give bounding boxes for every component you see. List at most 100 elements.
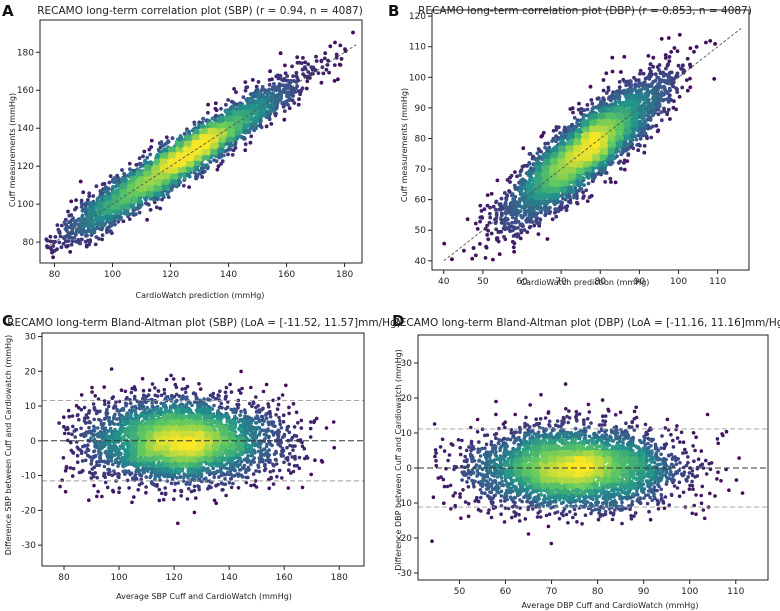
- data-point: [67, 235, 72, 240]
- data-point: [527, 160, 532, 165]
- data-point: [171, 175, 175, 180]
- data-point: [137, 210, 142, 215]
- data-point: [192, 140, 197, 145]
- data-point: [264, 124, 269, 129]
- data-point: [510, 192, 515, 197]
- data-point: [162, 149, 167, 153]
- data-point: [175, 143, 179, 148]
- data-point: [216, 123, 220, 127]
- data-point: [138, 164, 143, 169]
- data-point: [276, 76, 281, 81]
- data-point: [636, 78, 641, 83]
- data-point: [285, 92, 289, 96]
- data-point: [286, 103, 291, 107]
- data-point: [615, 89, 619, 94]
- data-point: [665, 110, 670, 115]
- data-point: [488, 205, 492, 210]
- data-point: [206, 102, 211, 107]
- data-point: [251, 117, 256, 122]
- data-point: [529, 166, 533, 171]
- data-point: [624, 83, 629, 88]
- data-point: [483, 226, 488, 231]
- data-point: [535, 151, 540, 156]
- data-point: [201, 116, 206, 121]
- data-point: [151, 175, 156, 179]
- data-point: [692, 49, 696, 54]
- data-point: [222, 124, 227, 129]
- data-point: [573, 186, 578, 190]
- data-point: [269, 122, 274, 126]
- data-point: [578, 110, 583, 115]
- data-point: [187, 155, 192, 159]
- data-point: [167, 147, 172, 151]
- data-point: [512, 208, 517, 213]
- data-point: [228, 117, 233, 121]
- data-point: [514, 204, 519, 209]
- data-point: [69, 213, 74, 217]
- data-point: [177, 152, 182, 157]
- data-point: [558, 131, 562, 135]
- data-point: [244, 128, 249, 133]
- data-point: [655, 75, 660, 80]
- data-point: [200, 151, 205, 156]
- data-point: [667, 86, 672, 91]
- data-point: [661, 74, 666, 78]
- data-point: [272, 82, 276, 86]
- data-point: [523, 213, 528, 217]
- data-point: [210, 116, 215, 121]
- data-point: [676, 63, 681, 68]
- data-point: [188, 136, 193, 140]
- data-point: [659, 97, 663, 102]
- data-point: [646, 123, 650, 128]
- data-point: [679, 66, 683, 71]
- data-point: [268, 69, 272, 74]
- data-point: [225, 148, 230, 152]
- data-point: [93, 242, 98, 247]
- data-point: [629, 79, 633, 84]
- data-point: [513, 220, 518, 225]
- data-point: [659, 110, 664, 114]
- data-point: [499, 221, 504, 225]
- data-point: [242, 120, 246, 124]
- data-point: [84, 233, 89, 238]
- data-point: [626, 153, 631, 158]
- data-point: [273, 113, 278, 118]
- data-point: [166, 195, 171, 200]
- data-point: [249, 97, 254, 102]
- data-point: [233, 115, 237, 120]
- data-point: [283, 86, 288, 90]
- data-point: [255, 87, 260, 92]
- data-point: [100, 217, 105, 222]
- data-point: [182, 176, 187, 180]
- data-point: [505, 178, 510, 182]
- data-point: [551, 128, 556, 133]
- data-point: [213, 118, 218, 123]
- data-point: [334, 52, 339, 57]
- data-point: [512, 183, 517, 188]
- data-point: [666, 107, 671, 112]
- data-point: [267, 117, 272, 122]
- data-point: [105, 226, 110, 231]
- data-point: [339, 57, 344, 61]
- data-point: [659, 93, 663, 97]
- data-point: [78, 179, 83, 184]
- data-point: [622, 79, 627, 84]
- data-point: [91, 209, 96, 214]
- data-point: [301, 72, 305, 76]
- data-point: [552, 201, 556, 206]
- data-point: [205, 156, 209, 161]
- data-point: [488, 211, 492, 216]
- data-point: [254, 84, 259, 89]
- data-point: [71, 216, 75, 221]
- data-point: [555, 199, 560, 203]
- data-point: [55, 247, 59, 252]
- data-point: [585, 103, 590, 107]
- data-point: [301, 56, 305, 60]
- data-point: [279, 77, 284, 82]
- data-point: [224, 102, 228, 107]
- data-point: [322, 56, 327, 61]
- data-point: [494, 199, 499, 204]
- data-point: [156, 187, 161, 192]
- data-point: [609, 180, 613, 184]
